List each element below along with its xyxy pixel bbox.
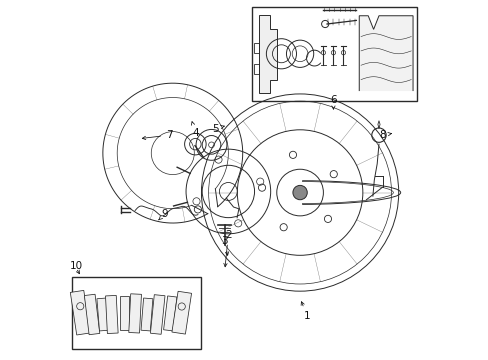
Polygon shape bbox=[141, 298, 153, 331]
Polygon shape bbox=[128, 294, 141, 333]
Text: 9: 9 bbox=[159, 209, 168, 220]
Polygon shape bbox=[172, 291, 191, 334]
Bar bbox=[254, 64, 258, 74]
Polygon shape bbox=[163, 296, 177, 331]
Text: 5: 5 bbox=[211, 124, 224, 134]
Polygon shape bbox=[97, 298, 108, 331]
Polygon shape bbox=[120, 296, 129, 330]
Text: 4: 4 bbox=[191, 122, 198, 138]
Text: 7: 7 bbox=[142, 130, 172, 140]
Polygon shape bbox=[70, 291, 90, 335]
Polygon shape bbox=[258, 15, 276, 93]
Bar bbox=[251, 7, 416, 101]
Text: 6: 6 bbox=[329, 95, 336, 109]
Text: 8: 8 bbox=[378, 130, 391, 140]
Text: 2: 2 bbox=[224, 230, 231, 267]
Circle shape bbox=[292, 185, 306, 200]
Polygon shape bbox=[84, 294, 100, 335]
Polygon shape bbox=[105, 296, 118, 334]
Polygon shape bbox=[359, 16, 412, 91]
Polygon shape bbox=[150, 295, 164, 334]
Text: 3: 3 bbox=[221, 236, 228, 255]
Text: 10: 10 bbox=[69, 261, 82, 271]
Bar bbox=[72, 277, 201, 348]
Text: 1: 1 bbox=[301, 302, 310, 321]
Bar bbox=[254, 42, 258, 53]
